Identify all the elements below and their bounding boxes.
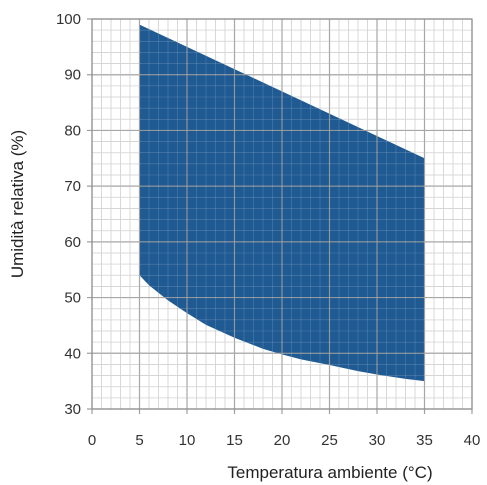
y-tick-label: 40 [64,345,81,362]
x-tick-labels: 0 5 10 15 20 25 30 35 40 [88,432,481,449]
x-tick-label: 40 [464,432,481,449]
x-tick-label: 0 [88,432,96,449]
y-tick-label: 50 [64,290,81,307]
plot-frame [91,18,473,410]
y-tick-label: 70 [64,178,81,195]
y-axis-label: Umidità relativa (%) [8,130,27,278]
x-axis-label: Temperatura ambiente (°C) [227,463,432,482]
x-tick-label: 25 [321,432,338,449]
y-tick-label: 80 [64,122,81,139]
y-tick-label: 60 [64,234,81,251]
x-tick-label: 10 [179,432,196,449]
x-tick-label: 20 [274,432,291,449]
y-tick-label: 30 [64,401,81,418]
y-tick-labels: 30 40 50 60 70 80 90 100 [56,11,81,418]
x-tick-label: 5 [135,432,143,449]
x-tick-label: 30 [369,432,386,449]
x-tick-label: 35 [416,432,433,449]
x-tick-label: 15 [226,432,243,449]
y-tick-label: 90 [64,67,81,84]
y-tick-label: 100 [56,11,81,28]
